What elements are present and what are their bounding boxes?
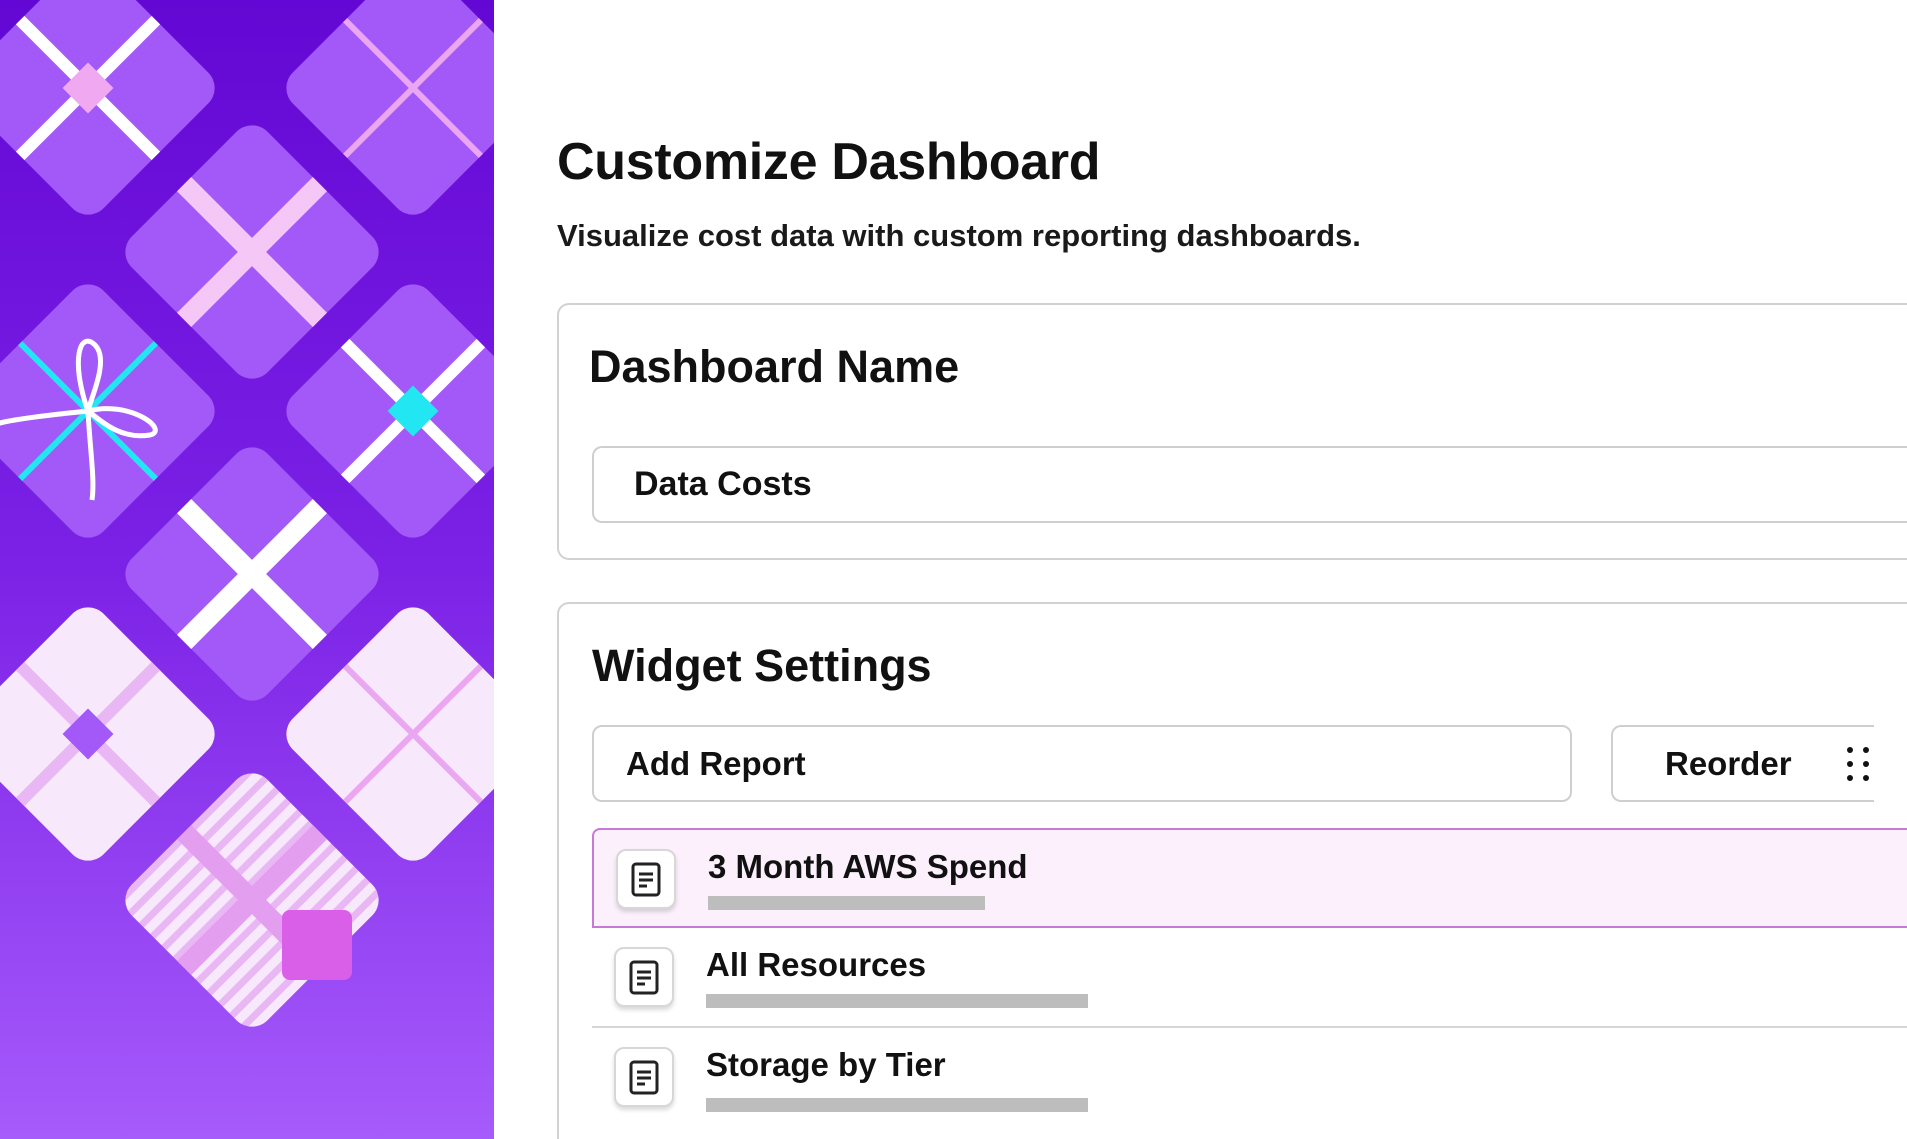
reorder-button[interactable]: Reorder xyxy=(1611,725,1874,802)
gift-box xyxy=(286,607,494,861)
holiday-gift-illustration xyxy=(0,0,494,1139)
gift-box xyxy=(0,607,215,861)
widget-settings-heading: Widget Settings xyxy=(592,640,932,691)
page-subtitle: Visualize cost data with custom reportin… xyxy=(557,218,1361,253)
gift-box xyxy=(286,284,494,538)
report-row[interactable]: All Resources xyxy=(592,928,1907,1028)
report-title: 3 Month AWS Spend xyxy=(708,848,1028,885)
report-row[interactable]: 3 Month AWS Spend xyxy=(592,828,1907,928)
dashboard-name-heading: Dashboard Name xyxy=(589,341,960,392)
dashboard-name-input[interactable]: Data Costs xyxy=(592,446,1907,523)
drag-handle-icon xyxy=(1847,747,1873,783)
gift-box xyxy=(125,125,379,379)
document-icon xyxy=(614,947,674,1007)
widget-settings-card: Widget Settings Add Report Reorder 3 Mon… xyxy=(557,602,1907,1139)
page-title: Customize Dashboard xyxy=(557,133,1101,191)
report-title: Storage by Tier xyxy=(706,1046,946,1083)
reorder-label: Reorder xyxy=(1665,745,1792,782)
add-report-label: Add Report xyxy=(626,745,806,782)
gift-box xyxy=(0,0,215,215)
document-icon xyxy=(614,1047,674,1107)
gift-box xyxy=(125,447,379,701)
report-description-placeholder xyxy=(706,994,1088,1008)
report-description-placeholder xyxy=(708,896,985,910)
add-report-button[interactable]: Add Report xyxy=(592,725,1572,802)
document-icon xyxy=(616,849,676,909)
report-title: All Resources xyxy=(706,946,927,983)
report-description-placeholder xyxy=(706,1098,1088,1112)
report-row[interactable]: Storage by Tier xyxy=(592,1028,1907,1128)
gift-box xyxy=(286,0,494,215)
dashboard-name-card: Dashboard Name Data Costs xyxy=(557,303,1907,560)
bow-icon xyxy=(282,910,352,980)
